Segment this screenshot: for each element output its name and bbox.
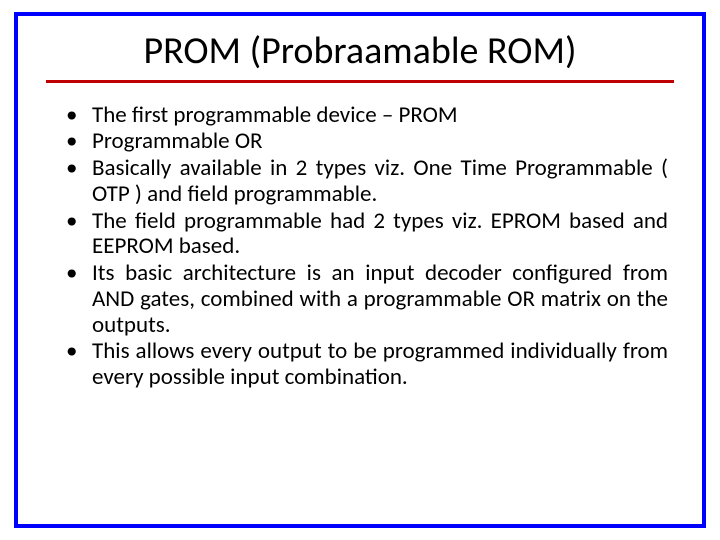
bullet-item: Basically available in 2 types viz. One … (66, 156, 668, 208)
bullet-item: The first programmable device – PROM (66, 103, 668, 129)
title-wrap: PROM (Probraamable ROM) (18, 16, 702, 74)
slide-frame: PROM (Probraamable ROM) The first progra… (14, 12, 706, 528)
content-area: The first programmable device – PROM Pro… (18, 83, 702, 391)
bullet-item: This allows every output to be programme… (66, 339, 668, 391)
bullet-item: Its basic architecture is an input decod… (66, 261, 668, 338)
slide-title: PROM (Probraamable ROM) (144, 30, 577, 74)
bullet-item: The field programmable had 2 types viz. … (66, 209, 668, 261)
bullet-list: The first programmable device – PROM Pro… (66, 103, 668, 391)
bullet-item: Programmable OR (66, 129, 668, 155)
